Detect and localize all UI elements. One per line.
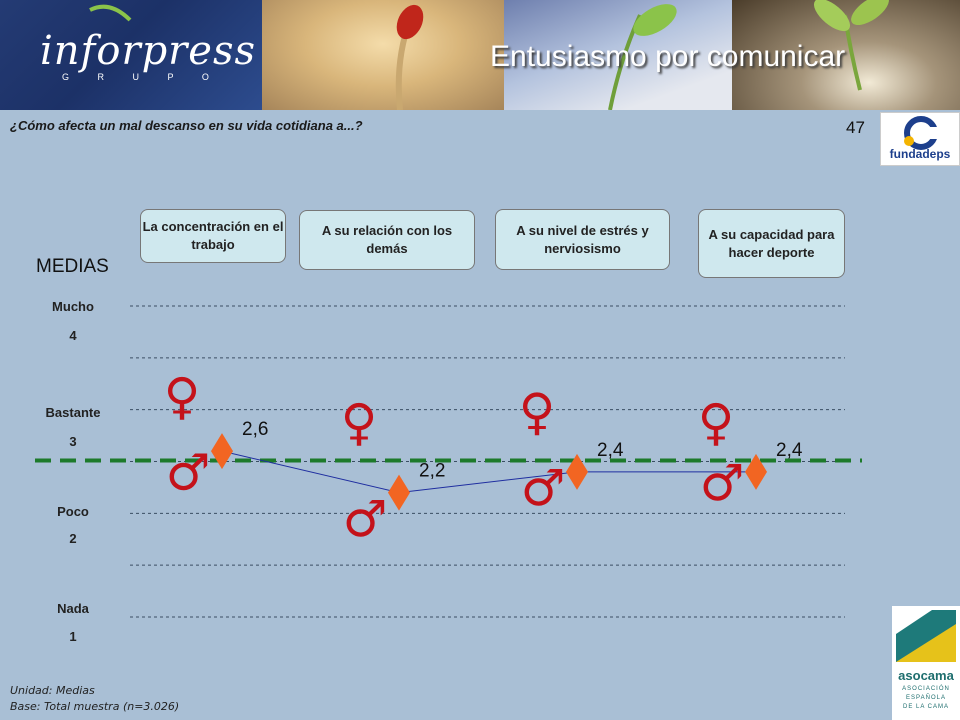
- female-symbol-icon: ♀: [698, 394, 735, 452]
- data-label: 2,4: [597, 440, 624, 461]
- y-label-nada: Nada: [57, 601, 89, 616]
- asocama-line3: DE LA CAMA: [902, 704, 949, 710]
- data-label: 2,2: [419, 461, 445, 482]
- total-diamond-marker: [388, 474, 410, 511]
- y-value-3: 3: [69, 434, 77, 449]
- asocama-line1: ASOCIACIÓN: [902, 686, 950, 692]
- female-symbol-icon: ♀: [341, 394, 378, 452]
- total-diamond-marker: [745, 453, 767, 490]
- y-label-poco: Poco: [57, 504, 89, 519]
- data-label: 2,4: [776, 440, 803, 461]
- male-symbol-icon: ♂: [343, 490, 388, 548]
- total-diamond-marker: [211, 433, 233, 470]
- female-symbol-icon: ♀: [164, 368, 201, 426]
- category-box-3: A su nivel de estrés y nerviosismo: [495, 209, 670, 270]
- page-title: Entusiasmo por comunicar: [490, 40, 846, 73]
- category-box-2: A su relación con los demás: [299, 210, 475, 270]
- page-number: 47: [846, 118, 865, 137]
- asocama-emblem-icon: [896, 610, 956, 662]
- y-value-4: 4: [69, 328, 77, 343]
- asocama-name: asocama: [898, 668, 954, 683]
- fundadeps-c-icon: [904, 116, 939, 150]
- y-label-mucho: Mucho: [52, 299, 94, 314]
- y-value-2: 2: [69, 531, 77, 546]
- sprout-illustration: [89, 0, 889, 110]
- male-symbol-icon: ♂: [166, 444, 211, 502]
- fundadeps-logo: fundadeps: [880, 112, 960, 166]
- male-symbol-icon: ♂: [521, 459, 566, 517]
- female-symbol-icon: ♀: [519, 383, 556, 441]
- category-box-4: A su capacidad para hacer deporte: [698, 209, 845, 278]
- fundadeps-label: fundadeps: [889, 147, 951, 161]
- data-label: 2,6: [242, 419, 268, 440]
- asocama-line2: ESPAÑOLA: [906, 695, 946, 701]
- banner-panel-glass: [504, 0, 732, 110]
- inforpress-logo: inforpress: [40, 28, 257, 74]
- y-label-bastante: Bastante: [45, 405, 101, 420]
- survey-question: ¿Cómo afecta un mal descanso en su vida …: [10, 118, 363, 133]
- asocama-logo: asocama ASOCIACIÓN ESPAÑOLA DE LA CAMA: [892, 606, 960, 720]
- banner-panel-seed: [262, 0, 504, 110]
- header-banner: inforpress G R U P O Entusiasmo por comu…: [0, 0, 960, 110]
- footnote-unit: Unidad: Medias: [10, 684, 95, 697]
- total-diamond-marker: [566, 453, 588, 490]
- series-line: [221, 450, 756, 494]
- footnote-base: Base: Total muestra (n=3.026): [10, 700, 180, 713]
- medias-label: MEDIAS: [36, 256, 109, 277]
- inforpress-logo-sub: G R U P O: [62, 72, 222, 82]
- category-box-1: La concentración en el trabajo: [140, 209, 286, 263]
- y-value-1: 1: [69, 629, 77, 644]
- male-symbol-icon: ♂: [700, 454, 745, 512]
